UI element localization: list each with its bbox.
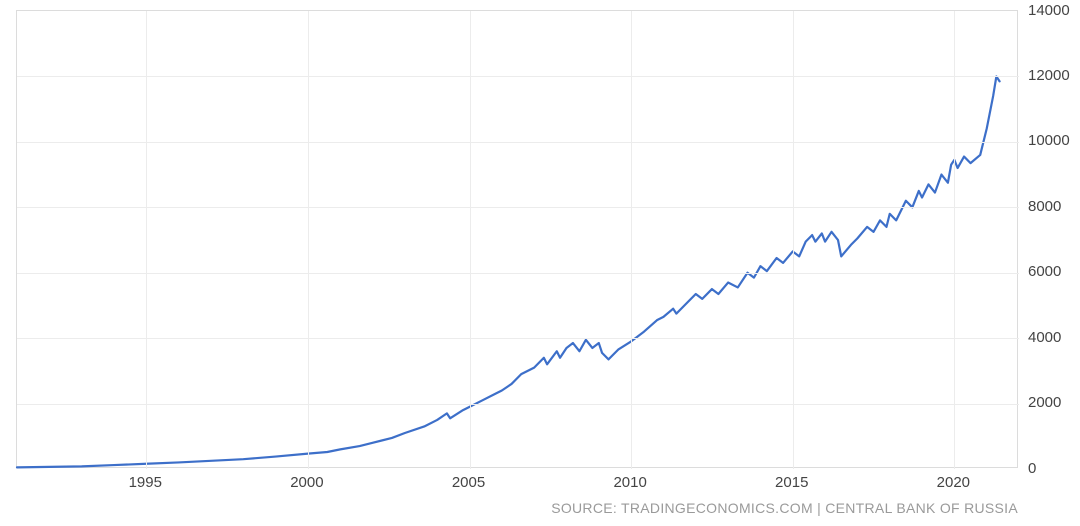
gridline-vertical bbox=[470, 11, 471, 469]
gridline-horizontal bbox=[17, 76, 1019, 77]
x-tick-label: 2020 bbox=[937, 474, 970, 491]
y-tick-label: 10000 bbox=[1028, 132, 1070, 149]
chart-container: SOURCE: TRADINGECONOMICS.COM | CENTRAL B… bbox=[0, 0, 1080, 526]
gridline-horizontal bbox=[17, 273, 1019, 274]
gridline-horizontal bbox=[17, 207, 1019, 208]
y-tick-label: 4000 bbox=[1028, 329, 1061, 346]
chart-source: SOURCE: TRADINGECONOMICS.COM | CENTRAL B… bbox=[551, 500, 1018, 516]
y-tick-label: 8000 bbox=[1028, 198, 1061, 215]
x-tick-label: 1995 bbox=[129, 474, 162, 491]
y-tick-label: 0 bbox=[1028, 460, 1036, 477]
y-tick-label: 14000 bbox=[1028, 2, 1070, 19]
gridline-horizontal bbox=[17, 142, 1019, 143]
gridline-horizontal bbox=[17, 404, 1019, 405]
x-tick-label: 2000 bbox=[290, 474, 323, 491]
x-tick-label: 2005 bbox=[452, 474, 485, 491]
gridline-vertical bbox=[954, 11, 955, 469]
x-tick-label: 2010 bbox=[613, 474, 646, 491]
gridline-horizontal bbox=[17, 338, 1019, 339]
gridline-vertical bbox=[146, 11, 147, 469]
x-tick-label: 2015 bbox=[775, 474, 808, 491]
plot-area bbox=[16, 10, 1018, 468]
gridline-vertical bbox=[631, 11, 632, 469]
y-tick-label: 2000 bbox=[1028, 394, 1061, 411]
chart-svg bbox=[17, 11, 1019, 469]
gridline-vertical bbox=[793, 11, 794, 469]
y-tick-label: 12000 bbox=[1028, 67, 1070, 84]
y-tick-label: 6000 bbox=[1028, 263, 1061, 280]
gridline-vertical bbox=[308, 11, 309, 469]
